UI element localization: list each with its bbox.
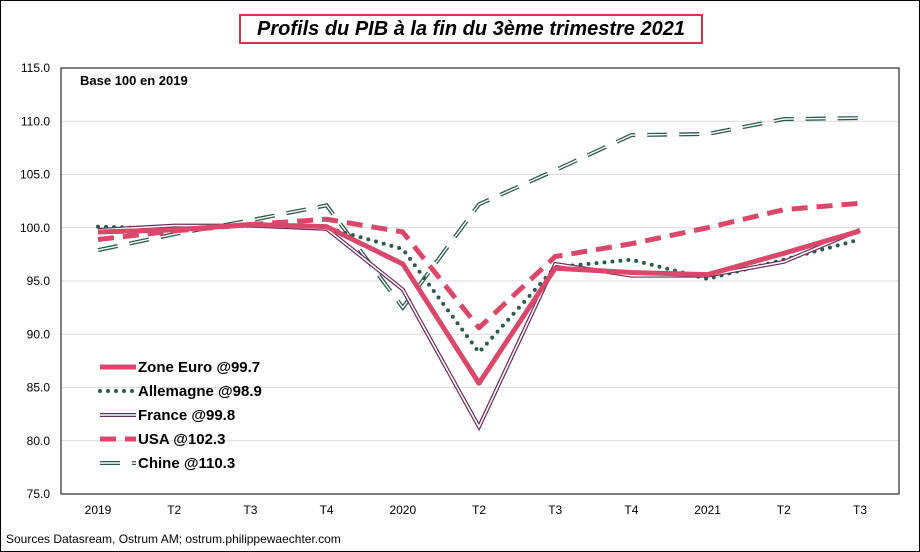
series-allemagne-line [96, 223, 862, 356]
y-tick-label: 105.0 [20, 168, 50, 182]
y-tick-label: 90.0 [27, 327, 51, 341]
legend-item-france: France @99.8 [100, 407, 235, 424]
x-tick-label: T4 [624, 503, 638, 517]
legend: Zone Euro @99.7 Allemagne @98.9 France @99… [98, 359, 262, 472]
y-tick-label: 100.0 [20, 221, 50, 235]
y-tick-label: 85.0 [27, 381, 51, 395]
series-chine-line-inner [97, 117, 861, 309]
legend-item-allemagne: Allemagne @98.9 [98, 383, 262, 400]
x-tick-label: 2019 [85, 503, 112, 517]
y-tick-label: 115.0 [21, 61, 50, 75]
x-tick-label: 2021 [694, 503, 721, 517]
series-group [96, 116, 862, 432]
plot-area [60, 67, 900, 495]
legend-item-zone-euro: Zone Euro @99.7 [100, 359, 260, 376]
series-zone-euro-line [97, 222, 861, 386]
y-tick-label: 110.0 [21, 114, 50, 128]
legend-label-chine: Chine @110.3 [138, 455, 235, 472]
legend-label-usa: USA @102.3 [138, 431, 225, 448]
series-chine [97, 116, 861, 311]
series-allemagne [96, 223, 862, 356]
chart-title: Profils du PIB à la fin du 3ème trimestr… [257, 17, 685, 40]
legend-label-allemagne: Allemagne @98.9 [138, 383, 262, 400]
y-tick-label: 95.0 [27, 274, 51, 288]
series-chine-line [97, 116, 861, 311]
base-note: Base 100 en 2019 [80, 73, 188, 88]
source-text: Sources Datasream, Ostrum AM; ostrum.phi… [6, 532, 341, 546]
y-tick-label: 80.0 [27, 434, 51, 448]
legend-label-zone-euro: Zone Euro @99.7 [138, 359, 260, 376]
x-axis-ticks: 2019 T2 T3 T4 2020 T2 T3 T4 2021 T2 T3 [85, 503, 868, 517]
y-axis-ticks: 75.0 80.0 85.0 90.0 95.0 100.0 105.0 110.0 115.0 [20, 61, 50, 501]
x-tick-label: T3 [853, 503, 867, 517]
y-tick-label: 75.0 [27, 487, 51, 501]
legend-item-usa: USA @102.3 [100, 431, 225, 448]
chart-title-box: Profils du PIB à la fin du 3ème trimestr… [239, 14, 703, 44]
x-tick-label: T2 [167, 503, 181, 517]
x-tick-label: 2020 [389, 503, 416, 517]
series-zone-euro [97, 222, 861, 386]
legend-item-chine: Chine @110.3 [100, 455, 235, 472]
x-tick-label: T3 [548, 503, 562, 517]
x-tick-label: T4 [320, 503, 334, 517]
legend-label-france: France @99.8 [138, 407, 235, 424]
x-tick-label: T3 [243, 503, 257, 517]
x-tick-label: T2 [777, 503, 791, 517]
x-tick-label: T2 [472, 503, 486, 517]
